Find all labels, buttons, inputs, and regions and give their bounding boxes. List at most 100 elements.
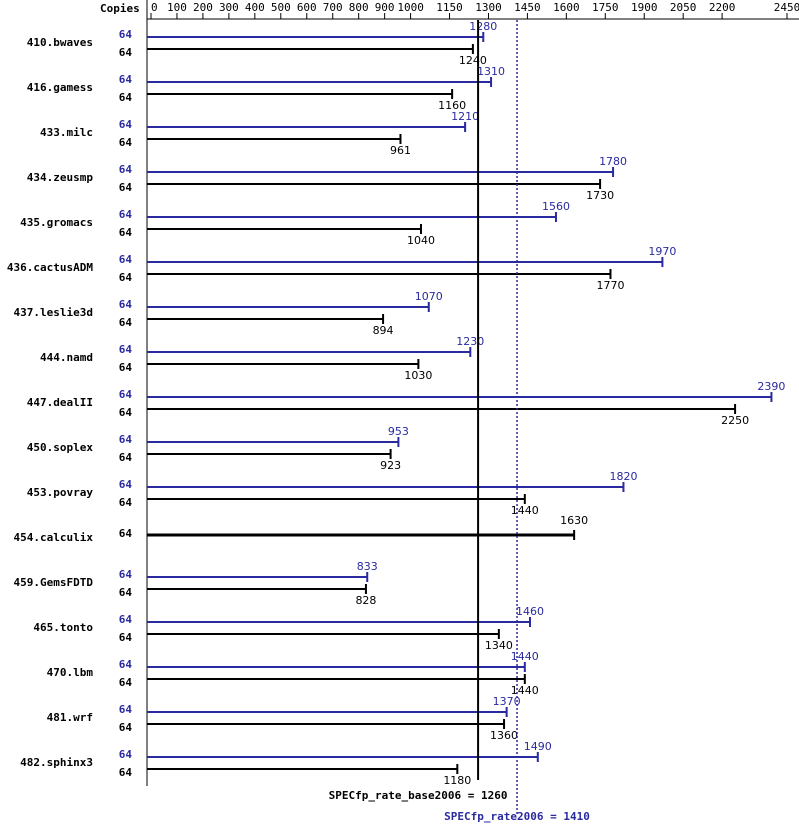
category-label: 433.milc xyxy=(40,126,93,139)
x-tick-label: 900 xyxy=(375,1,395,14)
value-label: 1160 xyxy=(438,99,466,112)
x-tick-label: 1750 xyxy=(592,1,619,14)
category-label: 450.soplex xyxy=(27,441,94,454)
x-tick-label: 1300 xyxy=(475,1,502,14)
value-label: 1280 xyxy=(469,20,497,33)
copies-label: 64 xyxy=(119,343,133,356)
value-label: 1040 xyxy=(407,234,435,247)
value-label: 1070 xyxy=(415,290,443,303)
x-tick-label: 800 xyxy=(349,1,369,14)
copies-label: 64 xyxy=(119,496,133,509)
value-label: 961 xyxy=(390,144,411,157)
category-label: 435.gromacs xyxy=(20,216,93,229)
copies-label: 64 xyxy=(119,298,133,311)
value-label: 1460 xyxy=(516,605,544,618)
value-label: 2250 xyxy=(721,414,749,427)
value-label: 1630 xyxy=(560,514,588,527)
category-label: 470.lbm xyxy=(47,666,94,679)
category-label: 416.gamess xyxy=(27,81,93,94)
value-label: 1340 xyxy=(485,639,513,652)
copies-label: 64 xyxy=(119,658,133,671)
value-label: 1490 xyxy=(524,740,552,753)
category-label: 481.wrf xyxy=(47,711,93,724)
x-tick-label: 1450 xyxy=(514,1,541,14)
copies-label: 64 xyxy=(119,316,133,329)
value-label: 1970 xyxy=(648,245,676,258)
copies-label: 64 xyxy=(119,451,133,464)
x-tick-label: 400 xyxy=(245,1,265,14)
copies-label: 64 xyxy=(119,748,133,761)
value-label: 1440 xyxy=(511,650,539,663)
copies-label: 64 xyxy=(119,46,133,59)
value-label: 1240 xyxy=(459,54,487,67)
copies-label: 64 xyxy=(119,703,133,716)
copies-label: 64 xyxy=(119,433,133,446)
copies-label: 64 xyxy=(119,478,133,491)
value-label: 1820 xyxy=(609,470,637,483)
copies-label: 64 xyxy=(119,163,133,176)
category-label: 434.zeusmp xyxy=(27,171,94,184)
copies-label: 64 xyxy=(119,73,133,86)
reference-label: SPECfp_rate_base2006 = 1260 xyxy=(329,789,508,802)
category-label: 465.tonto xyxy=(33,621,93,634)
copies-label: 64 xyxy=(119,613,133,626)
category-label: 436.cactusADM xyxy=(7,261,93,274)
value-label: 1310 xyxy=(477,65,505,78)
value-label: 894 xyxy=(373,324,394,337)
value-label: 1210 xyxy=(451,110,479,123)
x-tick-label: 1150 xyxy=(436,1,463,14)
copies-label: 64 xyxy=(119,271,133,284)
copies-label: 64 xyxy=(119,586,133,599)
copies-label: 64 xyxy=(119,136,133,149)
value-label: 1770 xyxy=(596,279,624,292)
value-label: 833 xyxy=(357,560,378,573)
value-label: 1560 xyxy=(542,200,570,213)
category-label: 437.leslie3d xyxy=(14,306,93,319)
x-tick-label: 1600 xyxy=(553,1,580,14)
x-tick-label: 2050 xyxy=(670,1,697,14)
x-tick-label: 1000 xyxy=(397,1,424,14)
value-label: 1360 xyxy=(490,729,518,742)
copies-label: 64 xyxy=(119,766,133,779)
reference-label: SPECfp_rate2006 = 1410 xyxy=(444,810,590,823)
category-label: 444.namd xyxy=(40,351,93,364)
x-tick-label: 2200 xyxy=(709,1,736,14)
value-label: 923 xyxy=(380,459,401,472)
x-tick-label: 300 xyxy=(219,1,239,14)
copies-label: 64 xyxy=(119,527,133,540)
copies-label: 64 xyxy=(119,181,133,194)
copies-label: 64 xyxy=(119,28,133,41)
copies-label: 64 xyxy=(119,388,133,401)
copies-label: 64 xyxy=(119,226,133,239)
x-tick-label: 600 xyxy=(297,1,317,14)
x-tick-label: 100 xyxy=(167,1,187,14)
value-label: 2390 xyxy=(757,380,785,393)
x-tick-label: 1900 xyxy=(631,1,658,14)
value-label: 1370 xyxy=(493,695,521,708)
copies-label: 64 xyxy=(119,208,133,221)
copies-label: 64 xyxy=(119,721,133,734)
copies-label: 64 xyxy=(119,406,133,419)
value-label: 1030 xyxy=(404,369,432,382)
x-tick-label: 500 xyxy=(271,1,291,14)
category-label: 410.bwaves xyxy=(27,36,93,49)
x-tick-label: 700 xyxy=(323,1,343,14)
value-label: 1230 xyxy=(456,335,484,348)
x-tick-label: 200 xyxy=(193,1,213,14)
category-label: 482.sphinx3 xyxy=(20,756,93,769)
value-label: 828 xyxy=(355,594,376,607)
category-label: 454.calculix xyxy=(14,531,94,544)
category-label: 447.dealII xyxy=(27,396,93,409)
copies-header: Copies xyxy=(100,2,140,15)
copies-label: 64 xyxy=(119,631,133,644)
copies-label: 64 xyxy=(119,568,133,581)
category-label: 453.povray xyxy=(27,486,94,499)
copies-label: 64 xyxy=(119,253,133,266)
copies-label: 64 xyxy=(119,118,133,131)
copies-label: 64 xyxy=(119,676,133,689)
category-label: 459.GemsFDTD xyxy=(14,576,94,589)
value-label: 1180 xyxy=(443,774,471,787)
x-tick-label: 0 xyxy=(151,1,158,14)
copies-label: 64 xyxy=(119,361,133,374)
